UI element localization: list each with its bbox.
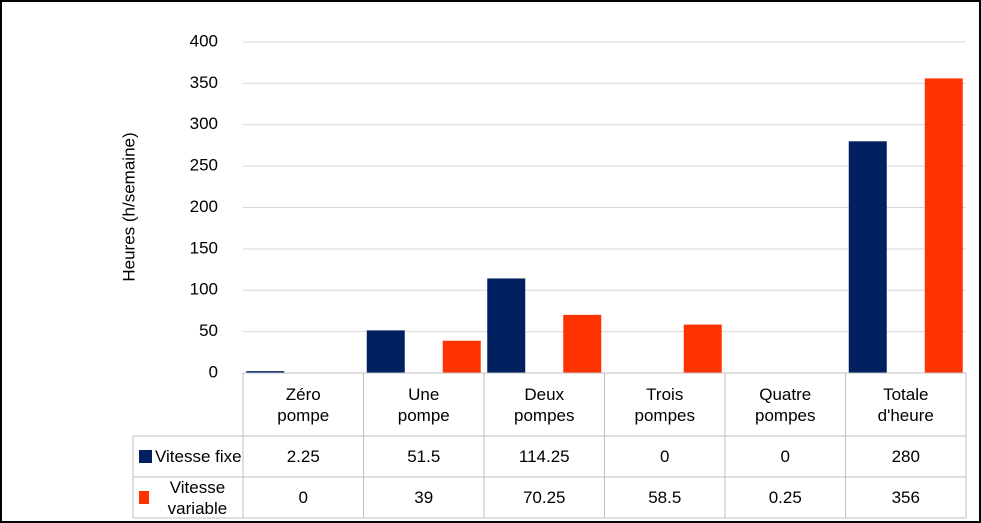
category-text: Trois pompes bbox=[634, 384, 695, 425]
y-axis-title: Heures (h/semaine) bbox=[119, 132, 138, 281]
bar bbox=[366, 330, 405, 373]
legend-entry: Vitesse variable bbox=[133, 477, 243, 518]
legend-swatch bbox=[139, 450, 152, 463]
bar bbox=[442, 340, 481, 373]
legend-swatch bbox=[139, 491, 149, 504]
table-value: 0.25 bbox=[768, 488, 802, 507]
table-value: 51.5 bbox=[407, 447, 441, 466]
y-tick-label: 250 bbox=[190, 156, 218, 175]
y-tick-label: 50 bbox=[199, 321, 218, 340]
category-label: Totale d'heure bbox=[846, 373, 967, 436]
category-text: Une pompe bbox=[397, 384, 450, 425]
table-value: 0 bbox=[780, 447, 790, 466]
category-label: Deux pompes bbox=[484, 373, 605, 436]
table-value: 39 bbox=[414, 488, 434, 507]
category-label: Zéro pompe bbox=[243, 373, 364, 436]
y-tick-label: 400 bbox=[190, 31, 218, 50]
table-value: 0 bbox=[660, 447, 670, 466]
bar bbox=[563, 314, 602, 373]
bar bbox=[487, 278, 526, 373]
category-text: Zéro pompe bbox=[277, 384, 330, 425]
table-value: 0 bbox=[298, 488, 308, 507]
y-tick-label: 0 bbox=[209, 362, 218, 381]
table-value: 58.5 bbox=[648, 488, 682, 507]
category-label: Trois pompes bbox=[605, 373, 726, 436]
legend-entry: Vitesse fixe bbox=[133, 436, 243, 477]
legend-label: Vitesse fixe bbox=[155, 447, 242, 466]
table-value: 280 bbox=[891, 447, 920, 466]
y-tick-label: 100 bbox=[190, 280, 218, 299]
bar bbox=[848, 141, 887, 373]
legend-label: Vitesse variable bbox=[167, 477, 228, 518]
y-tick-label: 150 bbox=[190, 238, 218, 257]
bar bbox=[683, 324, 722, 373]
category-text: Totale d'heure bbox=[877, 384, 934, 425]
y-tick-label: 200 bbox=[190, 197, 218, 216]
y-tick-label: 300 bbox=[190, 114, 218, 133]
category-label: Quatre pompes bbox=[725, 373, 846, 436]
y-tick-label: 350 bbox=[190, 73, 218, 92]
table-value: 114.25 bbox=[518, 447, 570, 466]
category-text: Quatre pompes bbox=[755, 384, 816, 425]
category-label: Une pompe bbox=[364, 373, 485, 436]
bar bbox=[924, 78, 963, 373]
bar bbox=[246, 371, 285, 373]
category-text: Deux pompes bbox=[514, 384, 575, 425]
table-value: 70.25 bbox=[522, 488, 566, 507]
table-value: 356 bbox=[891, 488, 920, 507]
table-value: 2.25 bbox=[286, 447, 320, 466]
